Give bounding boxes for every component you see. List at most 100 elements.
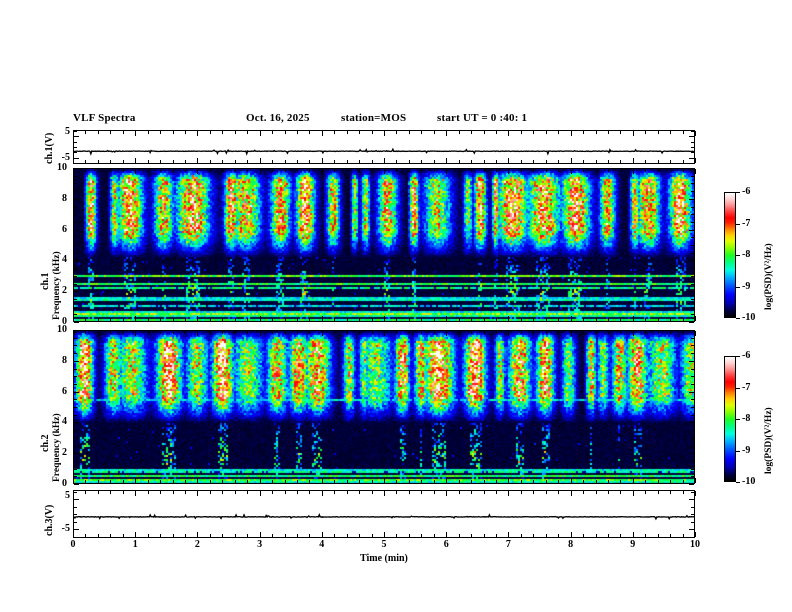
ch1-spectrogram-xtick-bottom-4: [122, 318, 124, 321]
ch2-spectrogram-xtick-top-38: [545, 331, 547, 334]
ch1-colorbar-tick--8: [736, 255, 740, 256]
ch1-spectrogram-ytick-r-9: [691, 183, 694, 185]
ch1-waveform-xtick-top-36: [520, 131, 522, 134]
ch1-spectrogram-xtick-top-9: [185, 169, 186, 172]
ch1-spectrogram-ytick-l-7: [74, 214, 77, 216]
ch2-spectrogram-xtick-bottom-28: [421, 480, 423, 483]
ch3-waveform-xtick-top-14: [247, 491, 249, 494]
ch1-spectrogram-ytick-l-6.5: [74, 221, 77, 223]
ch1-spectrogram-xtick-bottom-38: [545, 318, 547, 321]
ch1-spectrogram-xtick-top-27: [408, 169, 410, 172]
ch2-spectrogram-ytick-r-4.5: [691, 414, 694, 416]
ch1-waveform-xtick-bottom-23: [359, 160, 361, 163]
ch2-colorbar-label--6: -6: [742, 350, 751, 361]
ch1-spectrogram-xtick-bottom-49: [682, 318, 684, 321]
ch2-spectrogram-xtick-top-27: [408, 331, 410, 334]
ch1-waveform-xtick-bottom-30: [446, 158, 448, 163]
ch2-spectrogram-xtick-bottom-34: [496, 480, 497, 483]
ch1-spectrogram-xtick-bottom-10: [197, 316, 199, 321]
ch1-waveform-xtick-bottom-5: [135, 158, 137, 163]
ch3-waveform-xtick-bottom-19: [309, 534, 311, 537]
ch2-spectrogram-xtick-top-9: [185, 331, 186, 334]
ch1-waveform-xtick-top-30: [446, 131, 448, 136]
ch1-waveform-xtick-bottom-14: [247, 160, 249, 163]
ch2-spectrogram-xtick-bottom-43: [607, 480, 609, 483]
ch2-spectrogram-ytick-l-4.5: [74, 414, 77, 416]
ch3-waveform-xtick-bottom-1: [85, 534, 87, 537]
ch1-waveform-xtick-top-20: [321, 131, 323, 136]
ch1-waveform-xtick-bottom-49: [682, 160, 684, 163]
ch1-spectrogram-xtick-top-2: [97, 169, 99, 172]
ch2-spectrogram-xtick-top-28: [421, 331, 423, 334]
ch3-waveform-xtick-bottom-10: [197, 532, 199, 537]
ch3-waveform-xtick-top-46: [645, 491, 647, 494]
ch3-waveform-ytick-l-2.5: [74, 506, 77, 508]
ch2-colorbar: [724, 356, 736, 482]
ch1-spectrogram-ytick-l-5: [74, 245, 77, 246]
ch3-waveform-xtick-top-31: [458, 491, 460, 494]
ch1-spectrogram-ytick-r-6.5: [691, 221, 694, 223]
ch2-spectrogram-ytick-r-8.5: [691, 353, 694, 355]
ch1-spectrogram-xtick-top-39: [558, 169, 560, 172]
ch1-colorbar-tick--9: [736, 286, 740, 288]
ch2-spectrogram-xtick-top-35: [508, 331, 510, 336]
ch3-waveform-ytick-r-2.5: [691, 506, 694, 508]
ch2-spectrogram-xtick-bottom-10: [197, 478, 199, 483]
ch1-waveform-xtick-bottom-0: [73, 158, 74, 163]
ch1-waveform-xtick-bottom-18: [296, 160, 298, 163]
ch1-volts-tick-5: 5: [65, 126, 70, 137]
ch1-spectrogram-xtick-bottom-6: [147, 318, 149, 321]
ch1-waveform-xtick-bottom-40: [570, 158, 572, 163]
ch1-spectrogram-ytick-r-9.5: [691, 175, 694, 177]
ch3-waveform-xtick-bottom-25: [384, 532, 385, 537]
ch1-waveform-xtick-top-17: [284, 131, 286, 134]
ch2-spectrogram-xtick-top-29: [433, 331, 435, 334]
ch3-waveform-xtick-bottom-17: [284, 534, 286, 537]
ch1-spectrogram-ytick-r-1: [691, 306, 694, 308]
ch1-waveform-xtick-bottom-50: [695, 158, 696, 163]
ch2-spectrogram-ytick-r-10: [689, 330, 694, 331]
ch2-spectrogram-xtick-top-1: [85, 331, 87, 334]
ch1-spectrogram-xtick-top-18: [296, 169, 298, 172]
ch2-spectrogram-xtick-bottom-30: [446, 478, 448, 483]
ch3-waveform-xtick-top-35: [508, 491, 510, 496]
ch3-waveform-xtick-top-2: [97, 491, 99, 494]
ch3-waveform-xtick-top-1: [85, 491, 87, 494]
ch1-waveform-xtick-top-9: [185, 131, 186, 134]
ch1-waveform-xtick-top-50: [695, 131, 696, 136]
ch1-spectrogram-xtick-bottom-37: [533, 318, 535, 321]
ch2-spectrogram-xtick-top-17: [284, 331, 286, 334]
ch1-waveform-ytick-l--7.5: [74, 162, 77, 164]
ch1-spectrogram: [73, 168, 695, 322]
ch1-waveform-xtick-top-16: [272, 131, 273, 134]
ch2-spectrogram-freq-tick-4: 4: [62, 416, 67, 428]
ch1-spectrogram-xtick-bottom-24: [371, 318, 373, 321]
ch3-waveform-xtick-top-30: [446, 491, 448, 496]
ch3-waveform-xtick-bottom-3: [110, 534, 112, 537]
ch1-spectrogram-ytick-r-7.5: [691, 206, 694, 208]
ch1-spectrogram-xtick-bottom-42: [595, 318, 597, 321]
ch3-waveform-xtick-bottom-44: [620, 534, 622, 537]
ch1-spectrogram-ytick-l-8.5: [74, 191, 77, 193]
ch2-spectrogram-ytick-r-7: [691, 376, 694, 378]
ch1-spectrogram-freq-tick-8: 8: [62, 192, 67, 204]
ch3-waveform-xtick-bottom-41: [583, 534, 584, 537]
ch3-waveform-xtick-top-8: [172, 491, 174, 494]
ch1-spectrogram-xtick-top-19: [309, 169, 311, 172]
ch1-spectrogram-xtick-top-36: [520, 169, 522, 172]
ch2-spectrogram-xtick-top-31: [458, 331, 460, 334]
ch3-waveform-xtick-bottom-50: [695, 532, 696, 537]
ch2-spectrogram-freq-tick-2: 2: [62, 447, 67, 459]
ch2-spectrogram-xtick-top-45: [632, 331, 634, 336]
time-tick-7: 7: [505, 539, 511, 550]
ch1-waveform-xtick-bottom-34: [496, 160, 497, 163]
ch2-spectrogram-freq-tick-6: 6: [62, 385, 67, 397]
ch2-spectrogram-ytick-l-5: [74, 407, 77, 408]
ch3-waveform-xtick-top-34: [496, 491, 497, 494]
ch1-spectrogram-xtick-top-14: [247, 169, 249, 172]
ch2-spectrogram-freq-tick-10: 10: [57, 324, 67, 335]
ch2-spectrogram-ytick-r-7.5: [691, 368, 694, 370]
ch1-spectrogram-xtick-top-37: [533, 169, 535, 172]
ch2-spectrogram-ytick-l-10: [74, 330, 79, 331]
ch2-spectrogram-xtick-bottom-7: [160, 480, 162, 483]
